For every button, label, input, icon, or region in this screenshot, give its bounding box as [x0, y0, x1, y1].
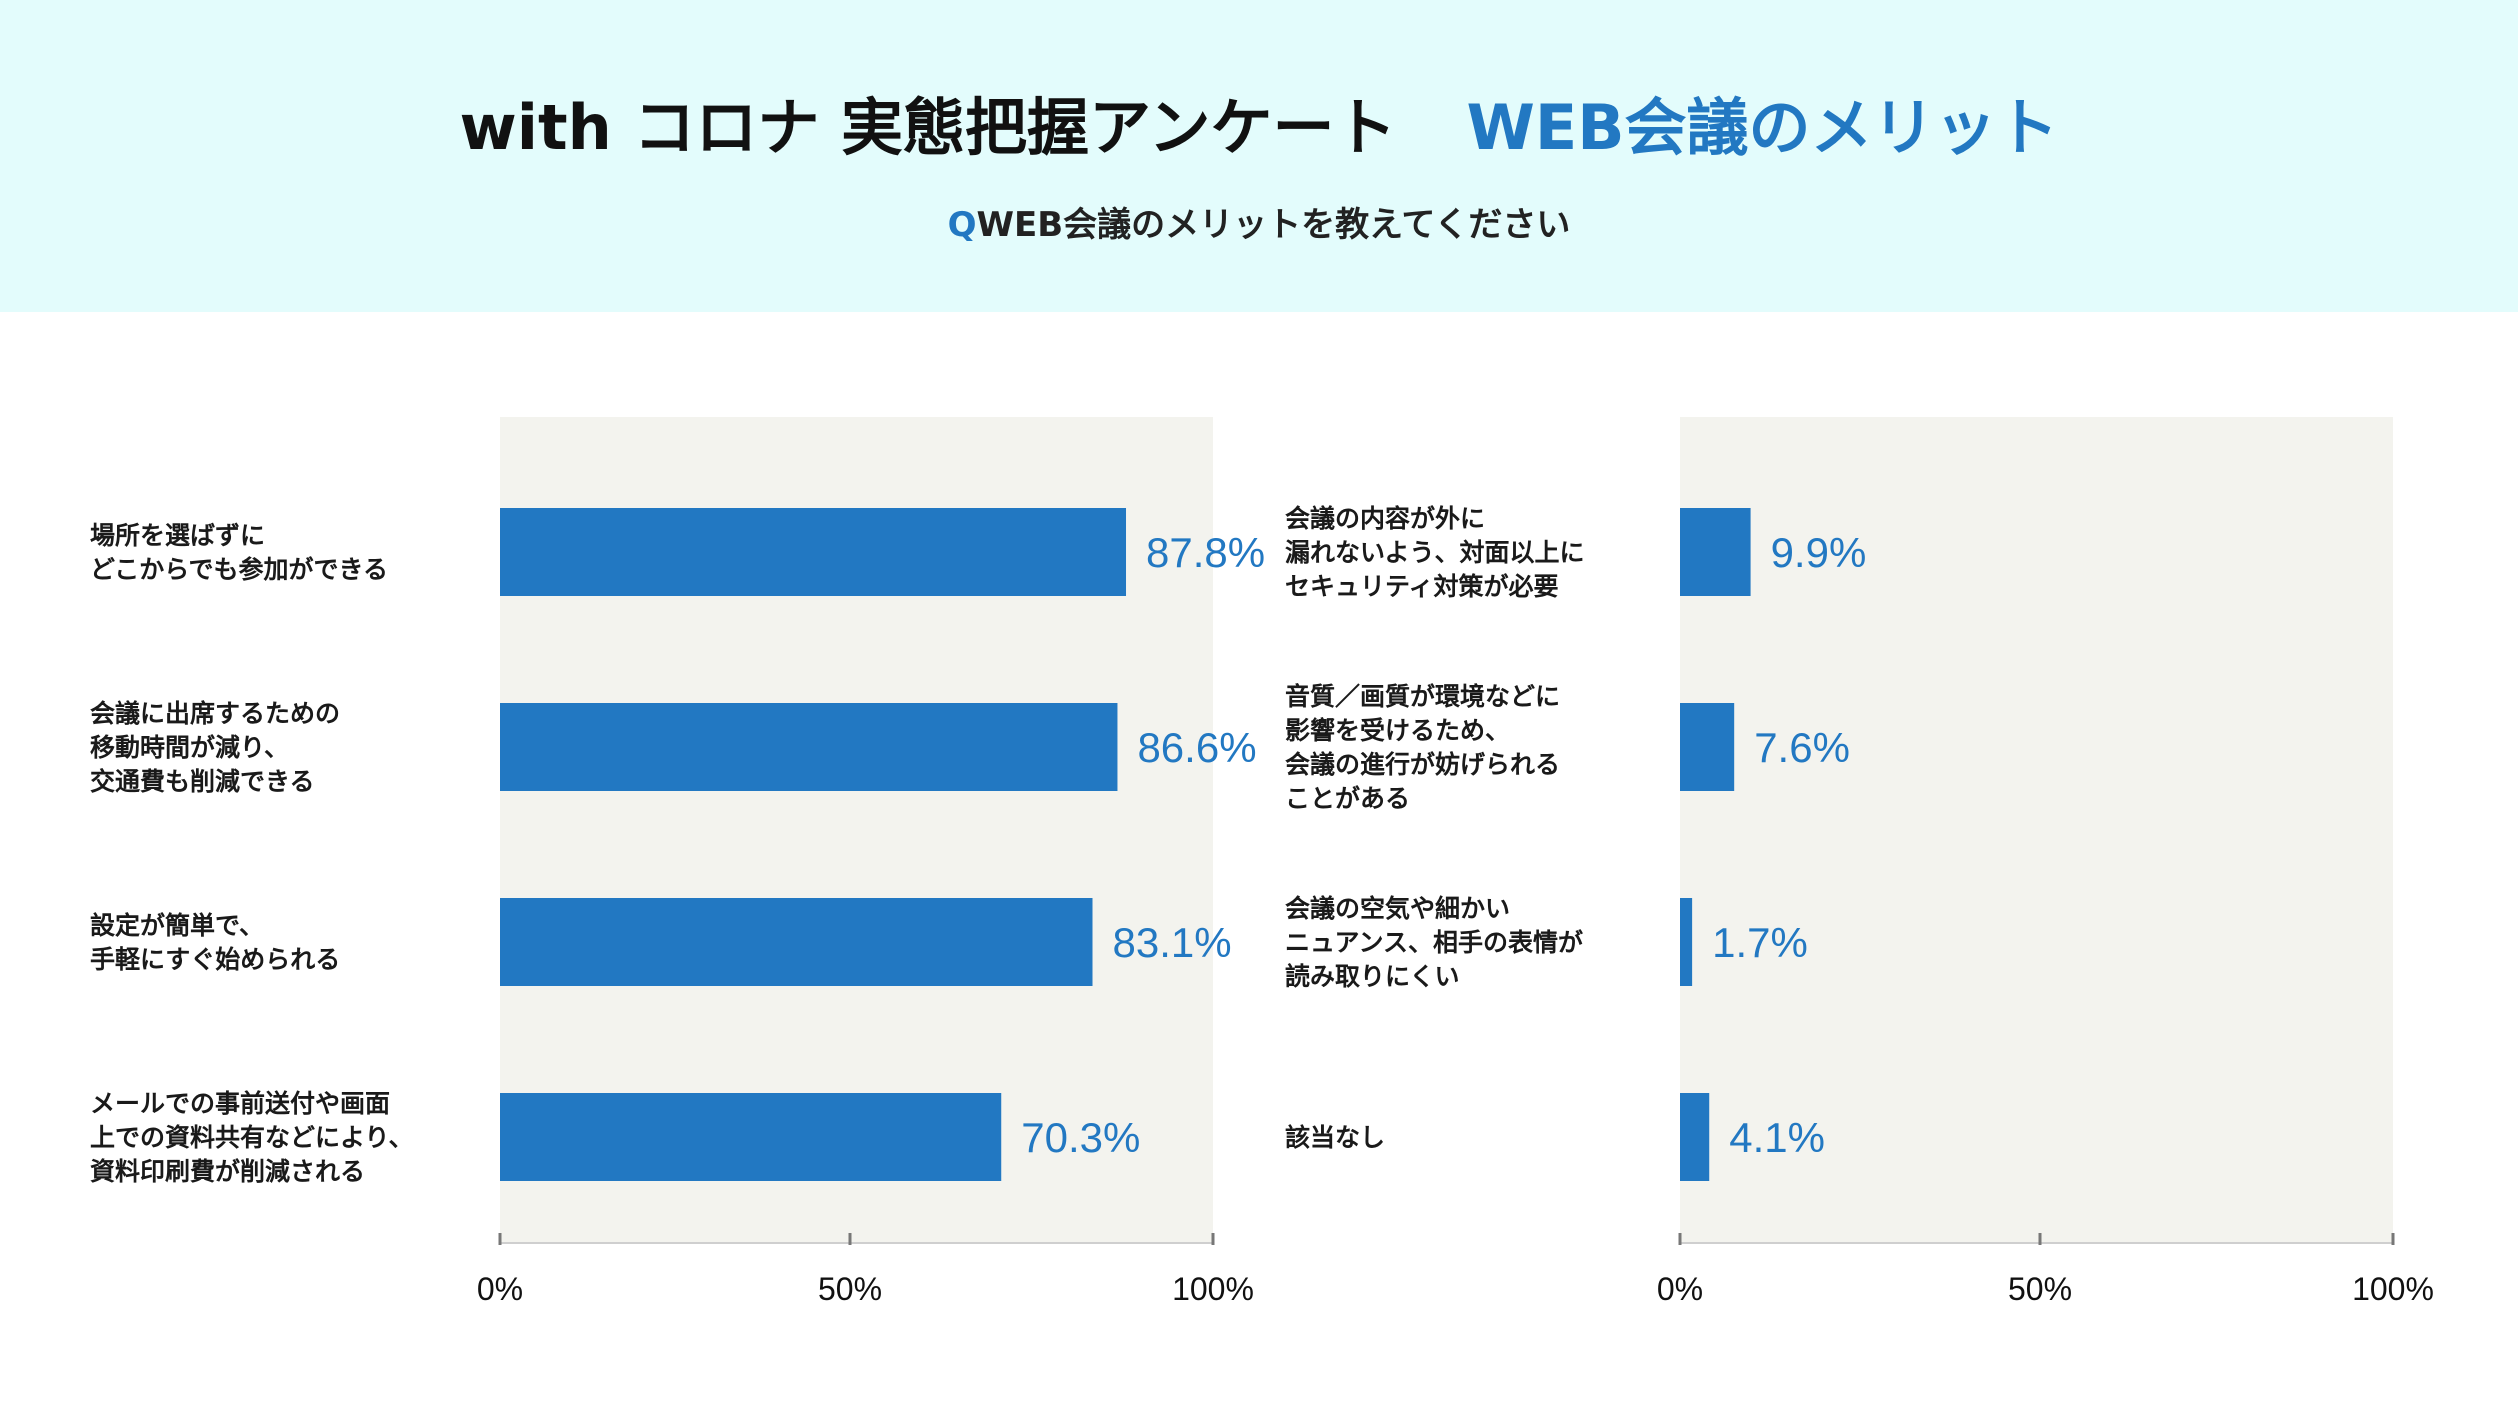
category-label-line: 音質／画質が環境などに: [1285, 682, 1560, 711]
bar: [500, 1093, 1002, 1181]
category-label-line: 会議に出席するための: [90, 699, 340, 728]
category-label-line: ことがある: [1285, 784, 1410, 813]
title-accent: WEB会議のメリット: [1466, 91, 2059, 164]
category-label-line: 漏れないよう、対面以上に: [1285, 538, 1585, 567]
x-tick-label: 0%: [477, 1271, 523, 1307]
data-label: 86.6%: [1137, 724, 1256, 771]
x-tick-label: 0%: [1657, 1271, 1703, 1307]
data-label: 83.1%: [1113, 919, 1232, 966]
category-label-line: どこからでも参加ができる: [90, 555, 388, 584]
header-band: [0, 0, 2518, 312]
category-label-line: 該当なし: [1285, 1123, 1385, 1152]
data-label: 87.8%: [1146, 529, 1265, 576]
category-label: 会議の空気や細かいニュアンス、相手の表情が読み取りにくい: [1285, 894, 1583, 991]
question-mark: Q: [947, 205, 977, 245]
category-label-line: 会議の内容が外に: [1285, 504, 1485, 533]
category-label-line: 移動時間が減り、: [90, 733, 289, 762]
x-tick-label: 100%: [2352, 1271, 2434, 1307]
bar: [1680, 898, 1693, 986]
x-tick-label: 50%: [818, 1271, 882, 1307]
x-tick-label: 50%: [2008, 1271, 2072, 1307]
category-label: 音質／画質が環境などに影響を受けるため、会議の進行が妨げられることがある: [1285, 682, 1560, 813]
data-label: 7.6%: [1754, 724, 1850, 771]
category-label-line: 設定が簡単で、: [90, 911, 264, 940]
category-label: 該当なし: [1285, 1123, 1385, 1152]
question-text: WEB会議のメリットを教えてください: [976, 205, 1571, 245]
category-label: 設定が簡単で、手軽にすぐ始められる: [90, 911, 340, 974]
chart-panel-2: 0% 50% 100% 9.9% 会議の内容が外に漏れないよう、対面以上にセキュリティ対…: [1285, 417, 2434, 1307]
category-label-line: 資料印刷費が削減される: [90, 1157, 365, 1186]
category-label: 会議の内容が外に漏れないよう、対面以上にセキュリティ対策が必要: [1285, 504, 1585, 601]
category-label-line: 交通費も削減できる: [90, 767, 315, 796]
category-label: メールでの事前送付や画面上での資料共有などにより、資料印刷費が削減される: [90, 1089, 414, 1186]
data-label: 4.1%: [1729, 1114, 1825, 1161]
chart-panel-1: 0% 50% 100% 87.8% 場所を選ばずにどこからでも参加ができる 86.6% 会議…: [90, 417, 1265, 1307]
data-label: 70.3%: [1021, 1114, 1140, 1161]
bar: [500, 703, 1118, 791]
category-label: 場所を選ばずにどこからでも参加ができる: [90, 521, 388, 584]
plot-area: [1680, 417, 2393, 1243]
category-label-line: 場所を選ばずに: [90, 521, 265, 550]
category-label-line: ニュアンス、相手の表情が: [1285, 928, 1583, 957]
page-title: with コロナ 実態把握アンケート WEB会議のメリット: [0, 88, 2518, 168]
data-label: 9.9%: [1771, 529, 1867, 576]
bar: [500, 508, 1127, 596]
bar: [1680, 1093, 1710, 1181]
bar: [1680, 703, 1735, 791]
title-main: with コロナ 実態把握アンケート: [459, 91, 1397, 164]
bar: [1680, 508, 1751, 596]
category-label-line: 上での資料共有などにより、: [90, 1123, 414, 1152]
category-label-line: セキュリティ対策が必要: [1285, 572, 1559, 601]
category-label-line: 影響を受けるため、: [1285, 716, 1510, 745]
data-label: 1.7%: [1712, 919, 1808, 966]
bar: [500, 898, 1093, 986]
category-label-line: 会議の進行が妨げられる: [1285, 750, 1560, 779]
question-subtitle: QWEB会議のメリットを教えてください: [0, 200, 2518, 250]
x-tick-label: 100%: [1172, 1271, 1254, 1307]
category-label-line: 読み取りにくい: [1285, 962, 1460, 991]
category-label-line: 会議の空気や細かい: [1285, 894, 1510, 923]
category-label-line: メールでの事前送付や画面: [90, 1089, 390, 1118]
category-label-line: 手軽にすぐ始められる: [90, 945, 340, 974]
category-label: 会議に出席するための移動時間が減り、交通費も削減できる: [90, 699, 340, 796]
